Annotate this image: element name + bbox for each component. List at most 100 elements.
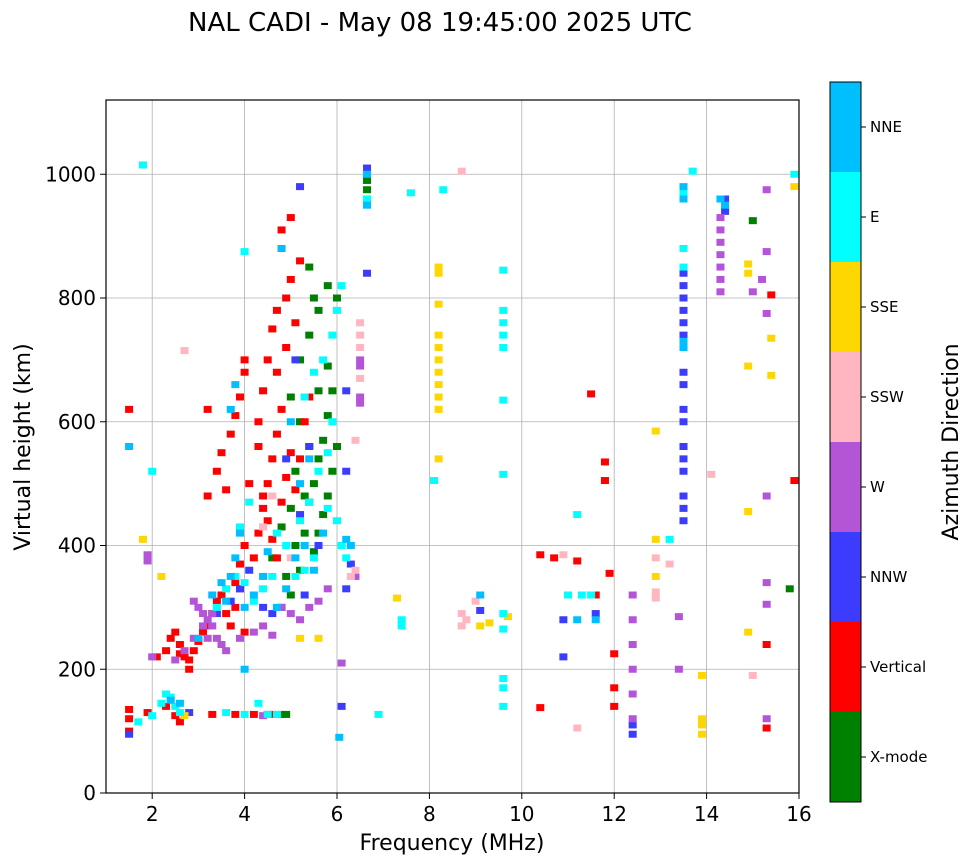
echo-point-vertical (185, 656, 194, 664)
echo-point-x-mode (268, 554, 277, 562)
echo-point-x-mode (323, 282, 332, 290)
echo-point-nnw (628, 721, 637, 729)
echo-point-ssw (651, 588, 660, 596)
echo-point-w (762, 715, 771, 723)
echo-point-ssw (356, 374, 365, 382)
x-tick-label: 8 (423, 802, 436, 826)
echo-point-vertical (610, 684, 619, 692)
echo-point-w (716, 226, 725, 234)
echo-point-e (263, 710, 272, 718)
x-tick-label: 12 (601, 802, 626, 826)
echo-point-w (716, 251, 725, 259)
echo-point-nnw (679, 306, 688, 314)
echo-point-nne (342, 535, 351, 543)
echo-point-sse (651, 572, 660, 580)
echo-point-vertical (162, 702, 171, 710)
echo-point-vertical (263, 480, 272, 488)
echo-point-nne (194, 634, 203, 642)
echo-point-vertical (277, 226, 286, 234)
colorbar-label-e: E (870, 208, 879, 226)
echo-point-vertical (254, 529, 263, 537)
echo-point-sse (314, 634, 323, 642)
echo-point-x-mode (277, 523, 286, 531)
echo-point-vertical (291, 486, 300, 494)
echo-point-vertical (272, 368, 281, 376)
echo-point-w (208, 622, 217, 630)
echo-point-nne (222, 597, 231, 605)
echo-point-e (333, 517, 341, 525)
echo-point-nne (272, 603, 281, 611)
echo-point-w (716, 238, 725, 246)
echo-point-e (175, 709, 184, 717)
echo-point-vertical (536, 551, 545, 559)
echo-point-nnw (212, 610, 221, 618)
echo-point-vertical (231, 412, 240, 420)
echo-point-x-mode (309, 294, 318, 302)
echo-point-e (499, 331, 508, 339)
echo-point-e (679, 263, 688, 271)
echo-point-nne (231, 554, 240, 562)
echo-point-sse (434, 300, 443, 308)
echo-point-vertical (263, 356, 272, 364)
echo-point-vertical (245, 480, 254, 488)
echo-point-vertical (208, 710, 217, 718)
echo-point-w (222, 647, 231, 655)
echo-point-vertical (235, 393, 244, 401)
echo-point-x-mode (286, 591, 295, 599)
echo-point-e (499, 306, 508, 314)
x-tick-label: 2 (146, 802, 159, 826)
echo-point-nnw (363, 164, 372, 172)
colorbar-segment-nne (830, 82, 861, 172)
echo-point-x-mode (282, 572, 291, 580)
echo-point-ssw (259, 523, 268, 531)
echo-point-nnw (291, 356, 300, 364)
echo-point-ssw (471, 597, 480, 605)
echo-point-sse (434, 356, 443, 364)
echo-point-x-mode (333, 294, 341, 302)
echo-point-x-mode (286, 393, 295, 401)
echo-point-nne (346, 542, 355, 549)
echo-point-sse (744, 260, 753, 268)
echo-point-nnw (259, 603, 268, 611)
echo-point-e (573, 511, 582, 519)
echo-point-nne (305, 455, 314, 463)
echo-point-x-mode (296, 356, 305, 364)
echo-point-nnw (476, 606, 485, 614)
echo-point-sse (296, 634, 305, 642)
echo-point-w (143, 551, 152, 559)
echo-point-e (499, 470, 508, 478)
echo-point-vertical (263, 517, 272, 525)
echo-point-e (272, 710, 281, 718)
echo-point-e (323, 449, 332, 457)
echo-point-x-mode (296, 418, 305, 426)
echo-point-e (171, 702, 180, 710)
echo-point-nnw (679, 294, 688, 302)
echo-point-x-mode (314, 529, 323, 537)
echo-point-sse (157, 572, 166, 580)
echo-point-x-mode (328, 467, 337, 475)
echo-point-w (277, 603, 286, 611)
echo-point-nnw (314, 542, 323, 549)
echo-point-sse (434, 455, 443, 463)
echo-point-ssw (351, 566, 360, 574)
echo-point-nne (277, 245, 286, 252)
echo-point-nne (300, 542, 309, 549)
echo-point-e (499, 610, 508, 618)
echo-point-nne (259, 572, 268, 580)
echo-point-w (628, 690, 637, 698)
echo-point-vertical (762, 641, 771, 648)
echo-point-vertical (185, 665, 194, 673)
echo-point-vertical (143, 709, 152, 717)
echo-point-sse (767, 334, 776, 342)
echo-point-w (259, 622, 268, 630)
echo-point-vertical (600, 458, 609, 466)
echo-point-nnw (679, 455, 688, 463)
echo-point-e (272, 529, 281, 537)
echo-point-w (716, 275, 725, 283)
echo-point-nne (716, 195, 725, 203)
echo-point-x-mode (309, 548, 318, 556)
echo-point-e (319, 356, 328, 364)
echo-point-nne (235, 529, 244, 537)
y-tick-label: 800 (58, 286, 96, 310)
echo-point-e (138, 161, 147, 169)
